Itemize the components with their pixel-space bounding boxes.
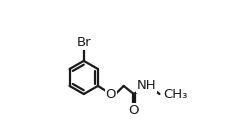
Text: Br: Br bbox=[76, 36, 91, 49]
Text: CH₃: CH₃ bbox=[163, 87, 187, 100]
Text: O: O bbox=[128, 104, 139, 117]
Text: NH: NH bbox=[137, 79, 156, 92]
Text: O: O bbox=[106, 87, 116, 100]
